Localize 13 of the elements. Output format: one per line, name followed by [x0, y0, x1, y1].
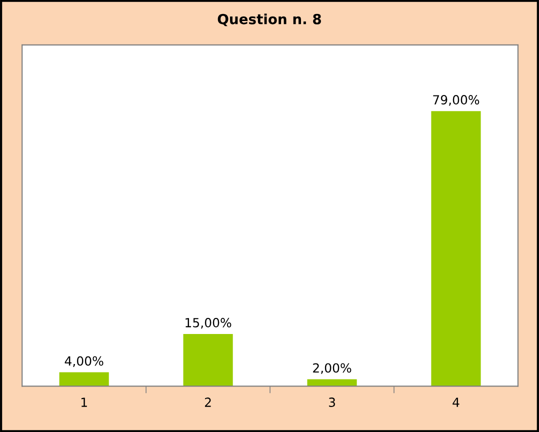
x-tick-label: 2 [204, 398, 211, 407]
bar [183, 334, 233, 386]
bar [307, 379, 357, 386]
bar [59, 372, 109, 386]
data-label: 4,00% [64, 356, 104, 367]
x-tick-label: 4 [452, 398, 460, 407]
data-label: 79,00% [433, 95, 480, 106]
bar [431, 111, 481, 386]
x-tick-label: 3 [329, 398, 335, 407]
x-tick-label: 1 [81, 398, 87, 407]
chart-title: Question n. 8 [218, 14, 321, 26]
data-label: 2,00% [313, 363, 352, 374]
data-label: 15,00% [186, 318, 232, 329]
